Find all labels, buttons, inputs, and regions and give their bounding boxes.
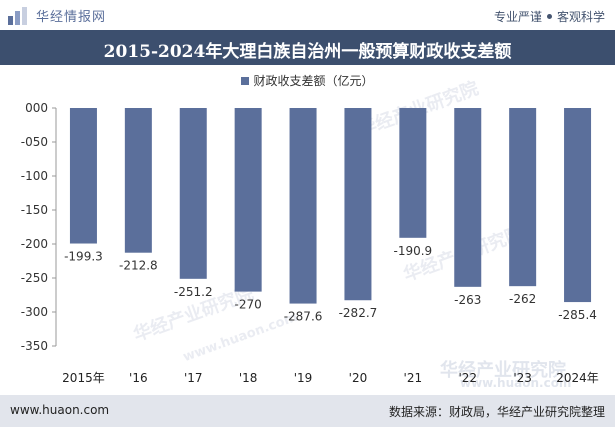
brand: 华经情报网 <box>8 6 106 25</box>
legend-swatch <box>241 76 250 85</box>
bar <box>124 108 152 253</box>
y-tick-label: -100 <box>21 169 48 183</box>
bar <box>509 108 537 287</box>
data-labels-group: -199.3 -212.8 -251.2 -270 -287.6 -282.7 -190.9… <box>64 244 597 324</box>
data-label: -251.2 <box>174 285 213 299</box>
y-tick-label: -350 <box>21 339 48 353</box>
x-tick-label: '17 <box>184 371 203 385</box>
bars-group <box>69 108 592 304</box>
top-bar: 华经情报网 专业严谨 客观科学 <box>0 0 615 30</box>
bar <box>454 108 482 287</box>
data-label: -282.7 <box>339 306 378 320</box>
bar <box>399 108 427 238</box>
x-tick-label: '22 <box>458 371 477 385</box>
bar <box>69 108 97 244</box>
data-label: -287.6 <box>284 310 323 324</box>
x-tick-label: '21 <box>404 371 423 385</box>
data-label: -199.3 <box>64 250 103 264</box>
bar <box>289 108 317 304</box>
bar <box>179 108 207 279</box>
title-bar: 2015-2024年大理白族自治州一般预算财政收支差额 <box>0 30 615 65</box>
slogan: 专业严谨 客观科学 <box>494 8 605 25</box>
y-tick-label: -200 <box>21 237 48 251</box>
brand-logo-icon <box>8 6 30 25</box>
data-label: -263 <box>454 293 481 307</box>
y-tick-label: -300 <box>21 305 48 319</box>
x-tick-label: 2024年 <box>556 371 599 385</box>
slogan-left: 专业严谨 <box>493 10 542 24</box>
data-label: -285.4 <box>558 308 597 322</box>
slogan-right: 客观科学 <box>556 10 605 24</box>
bullet-dot-icon <box>546 14 552 19</box>
footer-url: www.huaon.com <box>10 403 110 417</box>
brand-name: 华经情报网 <box>36 10 107 25</box>
bar <box>564 108 592 303</box>
y-tick-label: -050 <box>21 135 48 149</box>
x-tick-label: '16 <box>129 371 148 385</box>
y-axis: 000 -050 -100 -150 -200 -250 -300 -350 <box>21 101 57 353</box>
x-tick-label: 2015年 <box>62 371 105 385</box>
chart-title: 2015-2024年大理白族自治州一般预算财政收支差额 <box>103 42 512 62</box>
bar-chart: -199.3 -212.8 -251.2 -270 -287.6 -282.7 -190.9… <box>21 101 599 385</box>
footer: www.huaon.com 数据来源：财政局，华经产业研究院整理 <box>0 395 615 427</box>
data-label: -270 <box>235 298 262 312</box>
x-tick-label: '20 <box>349 371 368 385</box>
data-label: -212.8 <box>119 259 158 273</box>
y-tick-label: -150 <box>21 203 48 217</box>
x-tick-label: '23 <box>513 371 532 385</box>
x-tick-label: '18 <box>239 371 258 385</box>
bar <box>234 108 262 292</box>
data-label: -190.9 <box>394 244 433 258</box>
x-axis: 2015年 '16 '17 '18 '19 '20 '21 '22 '23 2024年 <box>62 371 599 385</box>
x-tick-label: '19 <box>294 371 313 385</box>
data-label: -262 <box>509 292 536 306</box>
bar <box>344 108 372 301</box>
y-tick-label: 000 <box>25 101 48 115</box>
legend-label: 财政收支差额（亿元） <box>253 74 374 88</box>
legend: 财政收支差额（亿元） <box>0 72 615 89</box>
y-tick-label: -250 <box>21 271 48 285</box>
footer-source: 数据来源：财政局，华经产业研究院整理 <box>388 405 605 419</box>
